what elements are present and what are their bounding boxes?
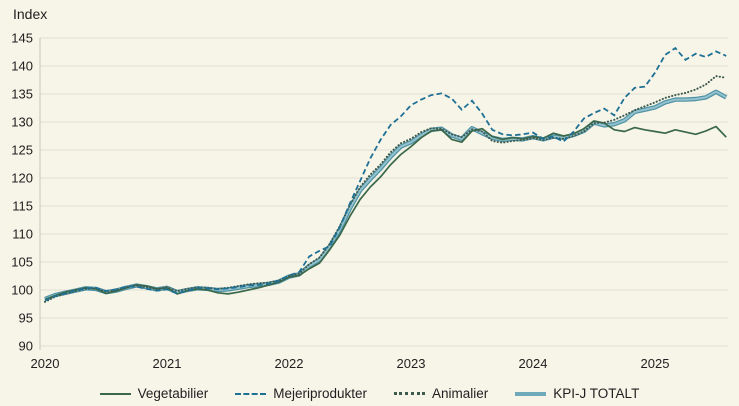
x-axis-tick-label: 2023	[397, 356, 426, 371]
y-axis-tick-label: 120	[11, 171, 33, 186]
legend-label: Mejeriprodukter	[273, 386, 368, 401]
y-axis-tick-label: 100	[11, 283, 33, 298]
legend-label: Vegetabilier	[137, 386, 209, 401]
series-line-vegetabilier	[44, 120, 727, 301]
solid-line-swatch-icon	[99, 392, 131, 395]
x-axis-tick-label: 2022	[275, 356, 304, 371]
plot-area: 90 95 100 105 110 115 120 125 130 135 140 145 2020 20…	[11, 31, 728, 371]
y-axis-tick-label: 105	[11, 255, 33, 270]
y-axis-tick-label: 125	[11, 143, 33, 158]
series-line-animalier	[44, 75, 728, 303]
x-axis-tick-label: 2024	[519, 356, 548, 371]
y-axis-tick-label: 115	[12, 199, 33, 214]
legend-item-vegetabilier[interactable]: Vegetabilier	[99, 386, 209, 401]
series-line-mejeriprodukter	[44, 46, 727, 302]
legend-label: KPI-J TOTALT	[553, 386, 640, 401]
series-line-kpi-j-totalt	[44, 89, 728, 302]
thick-line-swatch-icon	[515, 391, 547, 396]
legend-item-mejeriprodukter[interactable]: Mejeriprodukter	[235, 386, 367, 401]
y-axis-tick-label: 95	[19, 311, 33, 326]
series-line-highlight-kpi-j-totalt	[44, 90, 727, 300]
y-axis-tick-label: 90	[19, 339, 33, 354]
y-axis-tick-label: 135	[11, 87, 33, 102]
legend: Vegetabilier Mejeriprodukter Animalier KPI-…	[0, 386, 739, 401]
legend-item-kpi-j-totalt[interactable]: KPI-J TOTALT	[515, 386, 639, 401]
x-axis-tick-label: 2021	[153, 356, 182, 371]
legend-label: Animalier	[432, 386, 489, 401]
y-axis-tick-label: 110	[12, 227, 33, 242]
y-axis-tick-label: 140	[11, 59, 33, 74]
dashed-line-swatch-icon	[235, 392, 267, 395]
x-axis-tick-label: 2025	[641, 356, 670, 371]
y-axis-tick-label: 130	[11, 115, 33, 130]
y-axis-tick-label: 145	[11, 31, 33, 46]
x-axis-tick-label: 2020	[31, 356, 60, 371]
legend-item-animalier[interactable]: Animalier	[394, 386, 488, 401]
dotted-line-swatch-icon	[394, 392, 426, 395]
y-axis-unit-label: Index	[13, 6, 48, 22]
